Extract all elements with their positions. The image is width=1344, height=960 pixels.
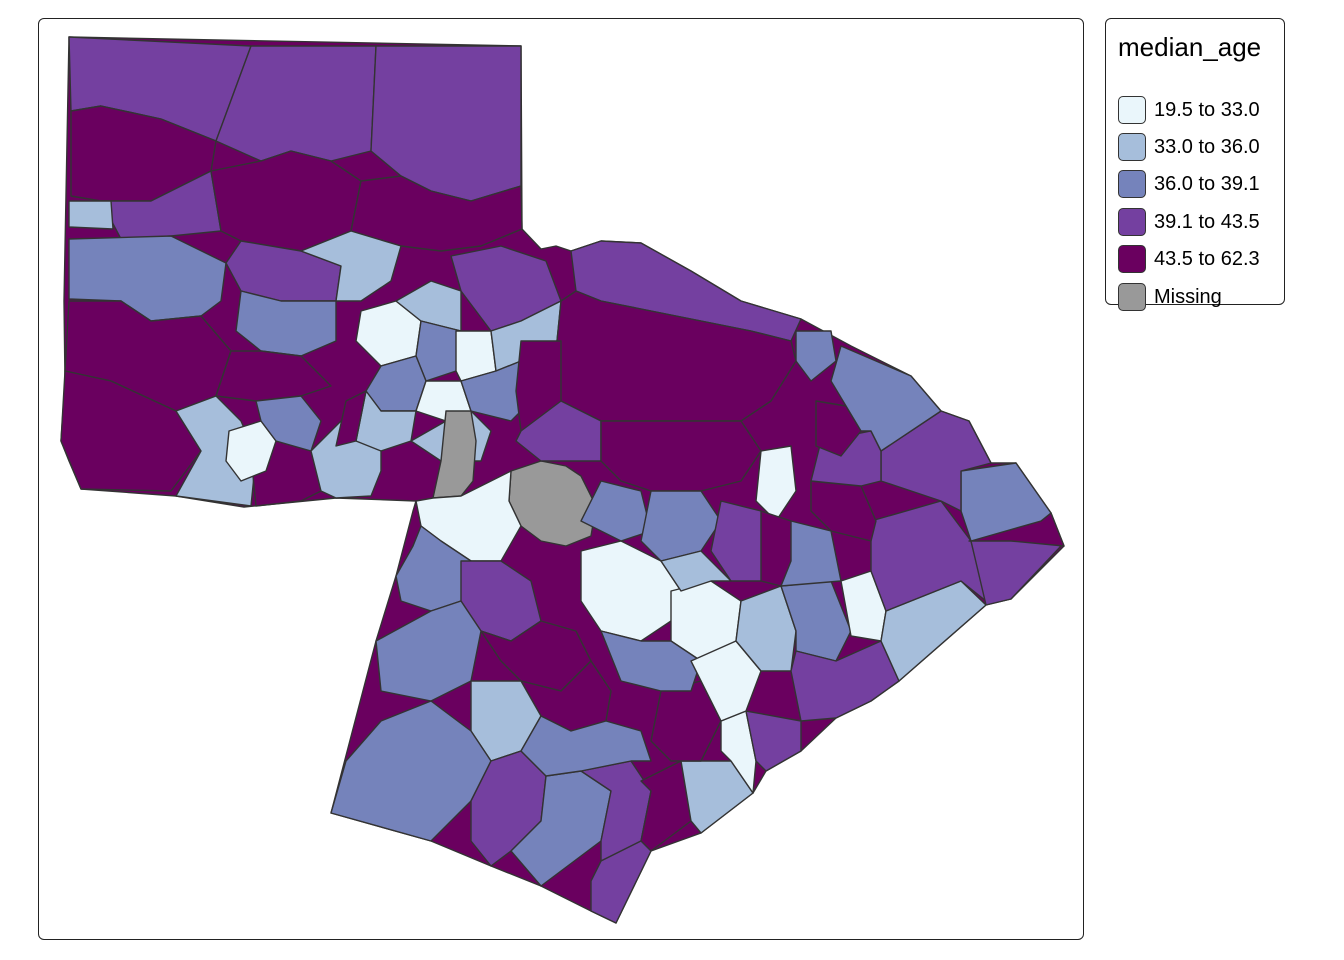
region-c-t [755,445,797,522]
legend-swatch [1118,96,1146,124]
legend-swatch [1118,208,1146,236]
legend-title: median_age [1118,32,1262,62]
region-core-b [395,280,462,332]
region-s-n [520,715,652,777]
map-panel [38,18,1084,940]
region-c-c [600,630,702,692]
legend-item-19-5-33-0: 19.5 to 33.0 [1118,96,1260,124]
region-c-r [815,400,862,457]
region-c-u [795,330,837,382]
legend-label: 19.5 to 33.0 [1154,98,1260,121]
legend-item-43-5-62-3: 43.5 to 62.3 [1118,245,1260,273]
region-c-j [870,500,987,612]
choropleth-map [60,36,1065,924]
region-nw-d [68,200,114,230]
legend-label: 33.0 to 36.0 [1154,135,1260,158]
legend-swatch [1118,170,1146,198]
legend-swatch [1118,245,1146,273]
region-core-k [335,390,367,447]
region-ne-e [600,420,762,492]
legend-swatch [1118,133,1146,161]
region-nw-j [235,290,337,357]
legend-label: 43.5 to 62.3 [1154,247,1260,270]
region-s-e [375,600,482,702]
region-s-h [330,700,492,842]
region-nw-t [300,230,402,302]
region-nw-k [215,350,332,402]
region-missing-a [432,410,477,499]
region-ne-d [515,400,602,462]
region-c-g [790,640,900,722]
region-core-c [415,320,462,382]
legend-label: Missing [1154,285,1222,308]
legend-item-36-0-39-1: 36.0 to 39.1 [1118,170,1260,198]
region-nw-l [60,370,202,492]
region-ne-j [760,510,792,587]
region-c-s [830,345,942,452]
legend-label: 36.0 to 39.1 [1154,172,1260,195]
region-s-o [590,840,652,924]
region-s-r [745,710,802,772]
region-ne-f [580,480,652,542]
region-s-m [680,760,754,834]
legend: median_age 19.5 to 33.0 33.0 to 36.0 36.… [1105,18,1285,311]
legend-item-39-1-43-5: 39.1 to 43.5 [1118,208,1260,236]
legend-label: 39.1 to 43.5 [1154,210,1260,233]
region-c-n [880,410,992,512]
legend-swatch [1118,283,1146,311]
legend-item-missing: Missing [1118,283,1222,311]
legend-item-33-0-36-0: 33.0 to 36.0 [1118,133,1260,161]
region-ne-i [660,550,732,592]
